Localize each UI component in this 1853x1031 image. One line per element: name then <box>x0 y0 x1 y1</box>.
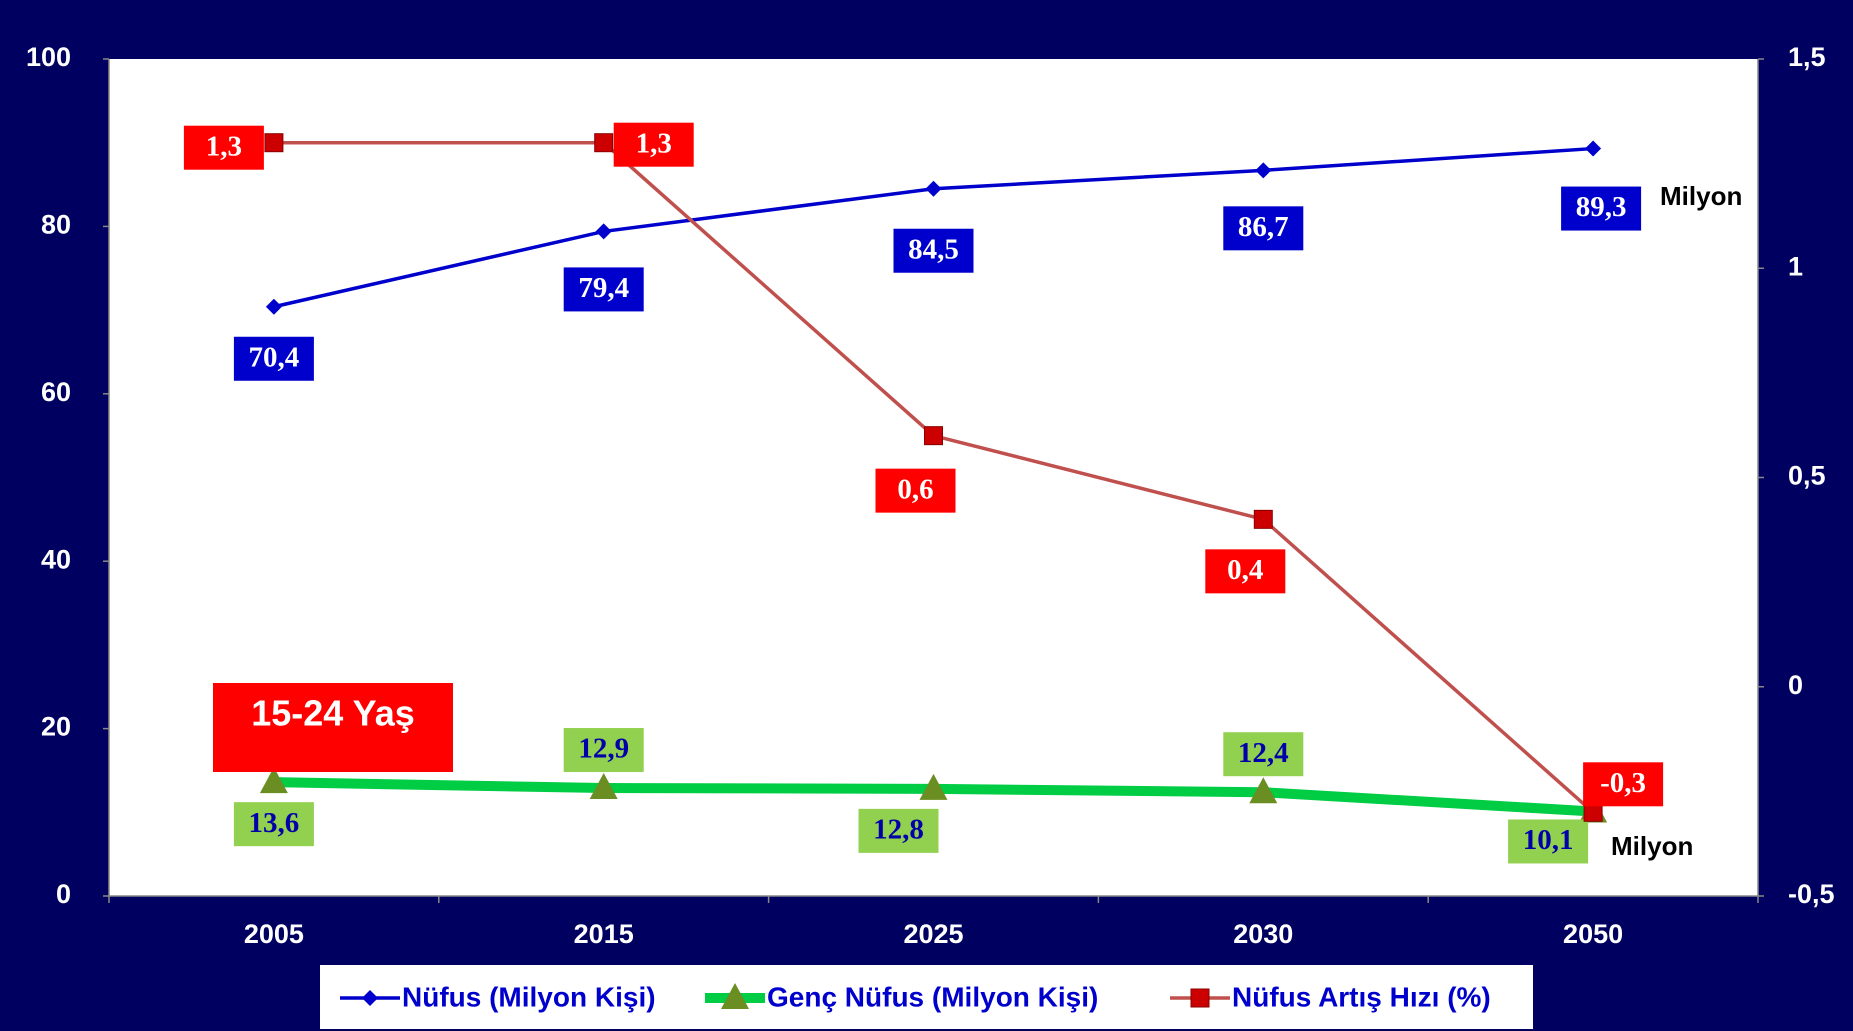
marker <box>1249 777 1278 804</box>
value-label-box <box>1561 186 1642 231</box>
value-label: 79,4 <box>578 272 629 304</box>
value-label: 70,4 <box>249 341 300 373</box>
x-tick-label: 2015 <box>574 919 634 949</box>
legend-box <box>320 965 1533 1029</box>
annotation-box <box>213 683 453 772</box>
marker <box>1253 509 1273 529</box>
marker <box>919 773 948 800</box>
value-label-box <box>613 122 694 167</box>
value-label-box <box>233 802 314 847</box>
value-label: 13,6 <box>249 807 300 839</box>
legend-label: Nüfus Artış Hızı (%) <box>1232 981 1491 1012</box>
value-label-box <box>1223 206 1304 251</box>
x-tick-label: 2025 <box>903 919 963 949</box>
annotation: 15-24 Yaş <box>251 693 415 734</box>
value-label: 86,7 <box>1238 211 1289 243</box>
y-tick-label: 0 <box>56 879 71 909</box>
value-label-box <box>875 468 956 513</box>
marker <box>259 767 288 794</box>
y2-tick-label: 1,5 <box>1788 42 1826 72</box>
marker <box>924 426 943 446</box>
marker <box>1255 162 1272 179</box>
marker <box>362 990 378 1006</box>
marker <box>594 133 614 153</box>
value-label: 1,3 <box>206 130 242 162</box>
value-label-box <box>1205 549 1286 594</box>
y-tick-label: 20 <box>41 712 71 742</box>
value-label: 12,9 <box>578 733 629 765</box>
y2-tick-label: 1 <box>1788 251 1803 281</box>
y2-tick-label: 0 <box>1788 670 1803 700</box>
annotation: Milyon <box>1660 181 1742 211</box>
legend-label: Nüfus (Milyon Kişi) <box>402 981 656 1012</box>
marker <box>1585 140 1602 157</box>
value-label: 89,3 <box>1576 191 1627 223</box>
value-label: 0,4 <box>1227 554 1263 586</box>
x-tick-label: 2005 <box>244 919 304 949</box>
value-label: 84,5 <box>908 233 959 265</box>
marker <box>1190 988 1210 1008</box>
value-label: 0,6 <box>897 473 933 505</box>
marker <box>595 223 612 240</box>
value-label-box <box>1583 762 1664 807</box>
marker <box>721 983 749 1009</box>
x-tick-label: 2050 <box>1563 919 1623 949</box>
value-label-box <box>563 728 644 773</box>
value-label-box <box>183 125 264 170</box>
value-label-box <box>1223 732 1304 777</box>
y2-tick-label: 0,5 <box>1788 461 1826 491</box>
value-label: 10,1 <box>1523 824 1574 856</box>
y-tick-label: 60 <box>41 377 71 407</box>
x-tick-label: 2030 <box>1233 919 1293 949</box>
y2-tick-label: -0,5 <box>1788 879 1835 909</box>
value-label-box <box>563 267 644 312</box>
marker <box>589 773 618 800</box>
y-tick-label: 80 <box>41 210 71 240</box>
marker <box>264 133 284 153</box>
annotation: Milyon <box>1611 831 1693 861</box>
y-tick-label: 40 <box>41 544 71 574</box>
marker <box>925 180 942 197</box>
marker <box>265 298 282 315</box>
value-label: 12,8 <box>873 814 924 846</box>
value-label: 12,4 <box>1238 737 1289 769</box>
value-label: 1,3 <box>636 127 672 159</box>
legend-label: Genç Nüfus (Milyon Kişi) <box>767 981 1098 1012</box>
value-label-box <box>1508 819 1589 864</box>
value-label-box <box>858 808 939 853</box>
value-label: -0,3 <box>1600 767 1646 799</box>
value-label-box <box>233 336 314 381</box>
y-tick-label: 100 <box>26 42 71 72</box>
value-label-box <box>893 228 974 273</box>
